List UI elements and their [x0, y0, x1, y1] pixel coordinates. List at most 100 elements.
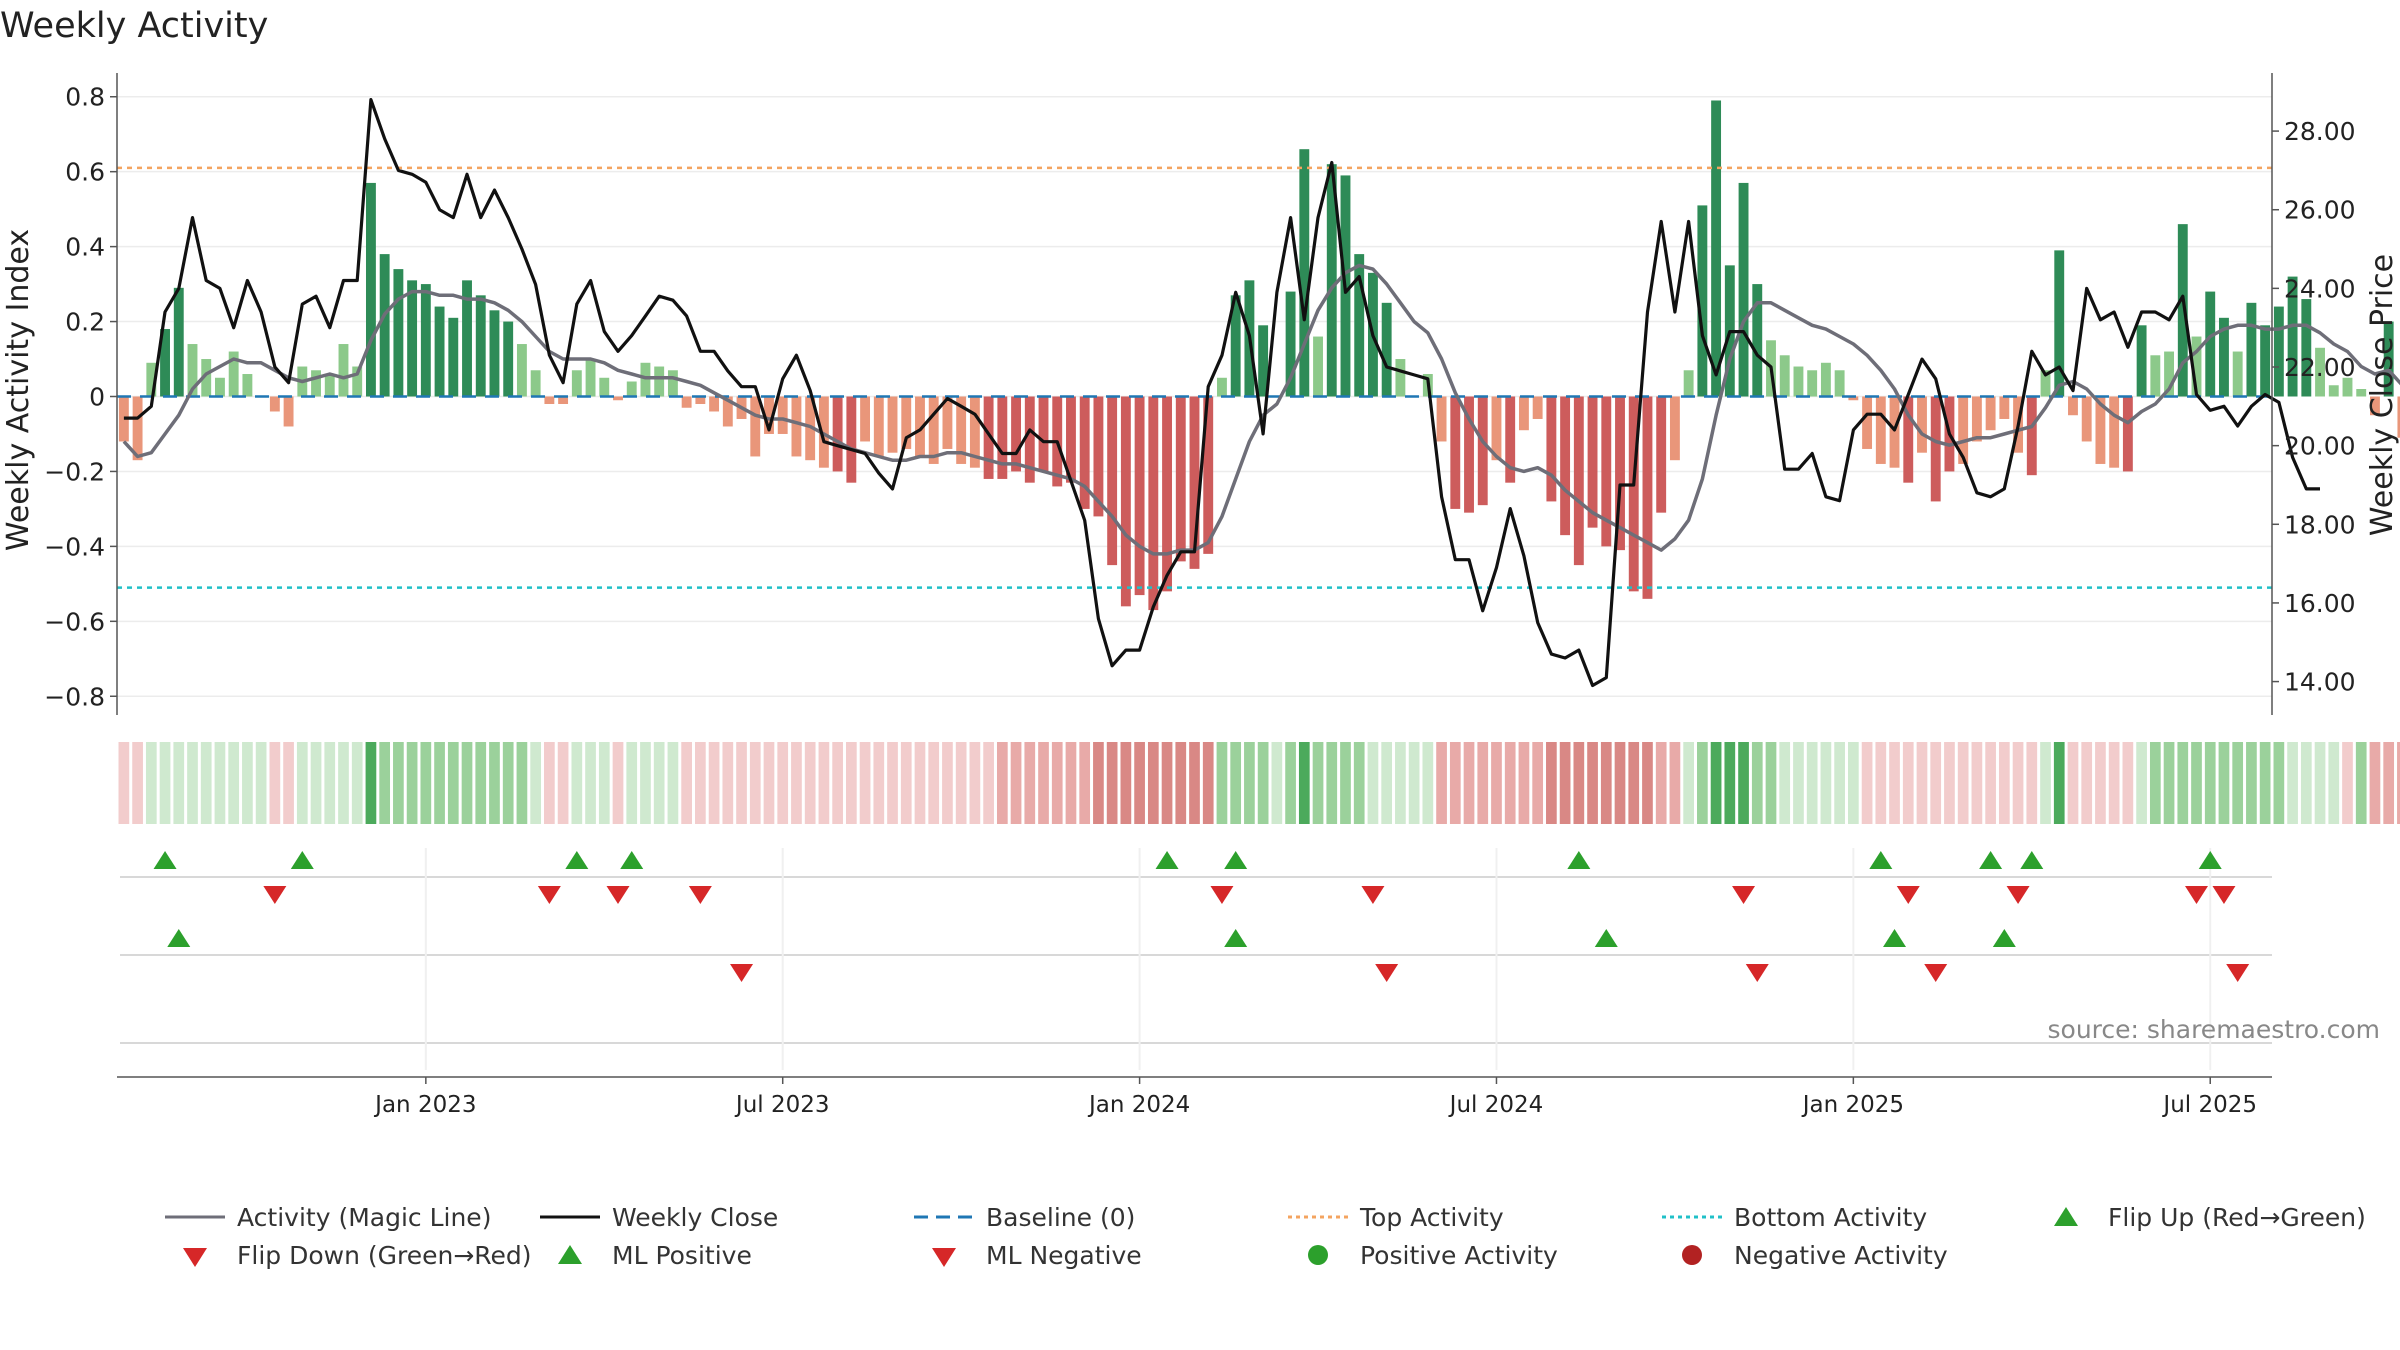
- band-cell: [1244, 742, 1255, 824]
- activity-bar: [928, 396, 939, 464]
- flip-up-marker: [153, 851, 177, 869]
- activity-bar: [160, 329, 170, 397]
- activity-bar: [2177, 224, 2188, 397]
- activity-bar: [1656, 396, 1667, 513]
- band-cell: [475, 742, 487, 824]
- activity-bar: [1162, 396, 1172, 592]
- band-cell: [598, 742, 610, 824]
- band-cell: [1395, 742, 1406, 824]
- activity-bar: [1669, 396, 1680, 461]
- band-cell: [132, 742, 143, 824]
- flip-up-marker: [1155, 851, 1179, 869]
- activity-bar: [1518, 396, 1529, 431]
- y-tick-label-left: −0.4: [44, 532, 105, 561]
- activity-bar: [2136, 325, 2147, 397]
- band-cell: [173, 742, 185, 824]
- band-cell: [1065, 742, 1077, 824]
- band-cell: [1559, 742, 1571, 824]
- activity-bar: [1903, 396, 1914, 483]
- band-cell: [2355, 742, 2367, 824]
- band-cell: [873, 742, 885, 824]
- activity-bar: [1505, 396, 1516, 483]
- activity-bar: [1189, 396, 1200, 569]
- legend-label: Weekly Close: [612, 1202, 779, 1232]
- activity-bar: [1285, 291, 1296, 397]
- activity-bar: [722, 396, 733, 427]
- band-cell: [2040, 742, 2051, 824]
- band-cell: [749, 742, 761, 824]
- activity-bar: [462, 280, 472, 397]
- band-cell: [2328, 742, 2340, 824]
- band-cell: [1848, 742, 1859, 824]
- flip-up-marker: [1224, 851, 1248, 869]
- weekly-close-swatch: [540, 1215, 600, 1219]
- activity-bar: [1601, 396, 1612, 547]
- activity-bar: [173, 287, 184, 397]
- y-tick-label-left: −0.6: [44, 607, 105, 636]
- baseline-swatch: [914, 1215, 974, 1219]
- band-cell: [612, 742, 624, 824]
- activity-bar: [242, 374, 253, 397]
- activity-bar: [1999, 396, 2010, 419]
- band-cell: [1573, 742, 1585, 824]
- activity-bar: [146, 362, 157, 397]
- flip-down-marker: [2212, 886, 2236, 904]
- band-cell: [1408, 742, 1420, 824]
- band-cell: [530, 742, 541, 824]
- activity-bar: [1175, 396, 1186, 562]
- legend-label: Flip Up (Red→Green): [2108, 1202, 2366, 1232]
- reference-lines: [117, 166, 2272, 589]
- band-cell: [983, 742, 994, 824]
- y-tick-label-left: −0.8: [44, 682, 105, 711]
- activity-bar: [1381, 302, 1392, 397]
- band-cell: [845, 742, 857, 824]
- activity-bar: [187, 344, 198, 397]
- activity-bar: [1560, 396, 1571, 536]
- ml-positive-marker: [1883, 929, 1907, 947]
- activity-bar: [434, 306, 445, 397]
- band-cell: [1710, 742, 1722, 824]
- legend-label: Flip Down (Green→Red): [237, 1240, 532, 1270]
- activity-bar: [887, 396, 898, 453]
- activity-bar: [791, 396, 802, 457]
- band-cell: [1010, 742, 1022, 824]
- y-tick-label-right: 16.00: [2284, 589, 2356, 618]
- x-axis: Jan 2023 Jul 2023 Jan 2024 Jul 2024 Jan 2025…: [117, 1076, 2272, 1118]
- activity-bar: [393, 269, 404, 397]
- band-cell: [544, 742, 555, 824]
- ml-negative-marker: [1375, 964, 1399, 982]
- flip-up-marker: [1567, 851, 1591, 869]
- band-cell: [722, 742, 734, 824]
- band-cell: [1793, 742, 1804, 824]
- band-cell: [2191, 742, 2202, 824]
- activity-bar: [2246, 302, 2257, 397]
- activity-bar: [2191, 336, 2202, 397]
- activity-bar: [2068, 396, 2078, 416]
- band-cell: [1106, 742, 1118, 824]
- flip-down-marker: [1896, 886, 1920, 904]
- flip-down-marker: [2006, 886, 2030, 904]
- band-cell: [393, 742, 404, 824]
- band-cell: [1189, 742, 1200, 824]
- band-cell: [159, 742, 171, 824]
- y-tick-label-left: 0: [89, 383, 105, 412]
- magic-line: [122, 263, 2400, 556]
- band-cell: [1285, 742, 1296, 824]
- activity-bar: [201, 359, 212, 397]
- band-cell: [1944, 742, 1955, 824]
- band-cell: [2108, 742, 2120, 824]
- band-cell: [859, 742, 871, 824]
- activity-bar: [1546, 396, 1557, 502]
- activity-bar: [516, 344, 527, 397]
- band-cell: [1600, 742, 1612, 824]
- activity-bar: [2342, 377, 2353, 397]
- activity-bar: [1958, 396, 1969, 464]
- ml-negative-marker: [1745, 964, 1769, 982]
- signal-rows: [120, 848, 2272, 1070]
- band-cell: [1093, 742, 1104, 824]
- activity-bar: [489, 310, 500, 397]
- legend-label: Bottom Activity: [1734, 1202, 1928, 1232]
- activity-bar: [1971, 396, 1982, 442]
- activity-bar: [228, 351, 239, 397]
- y-tick-label-left: −0.2: [44, 457, 105, 486]
